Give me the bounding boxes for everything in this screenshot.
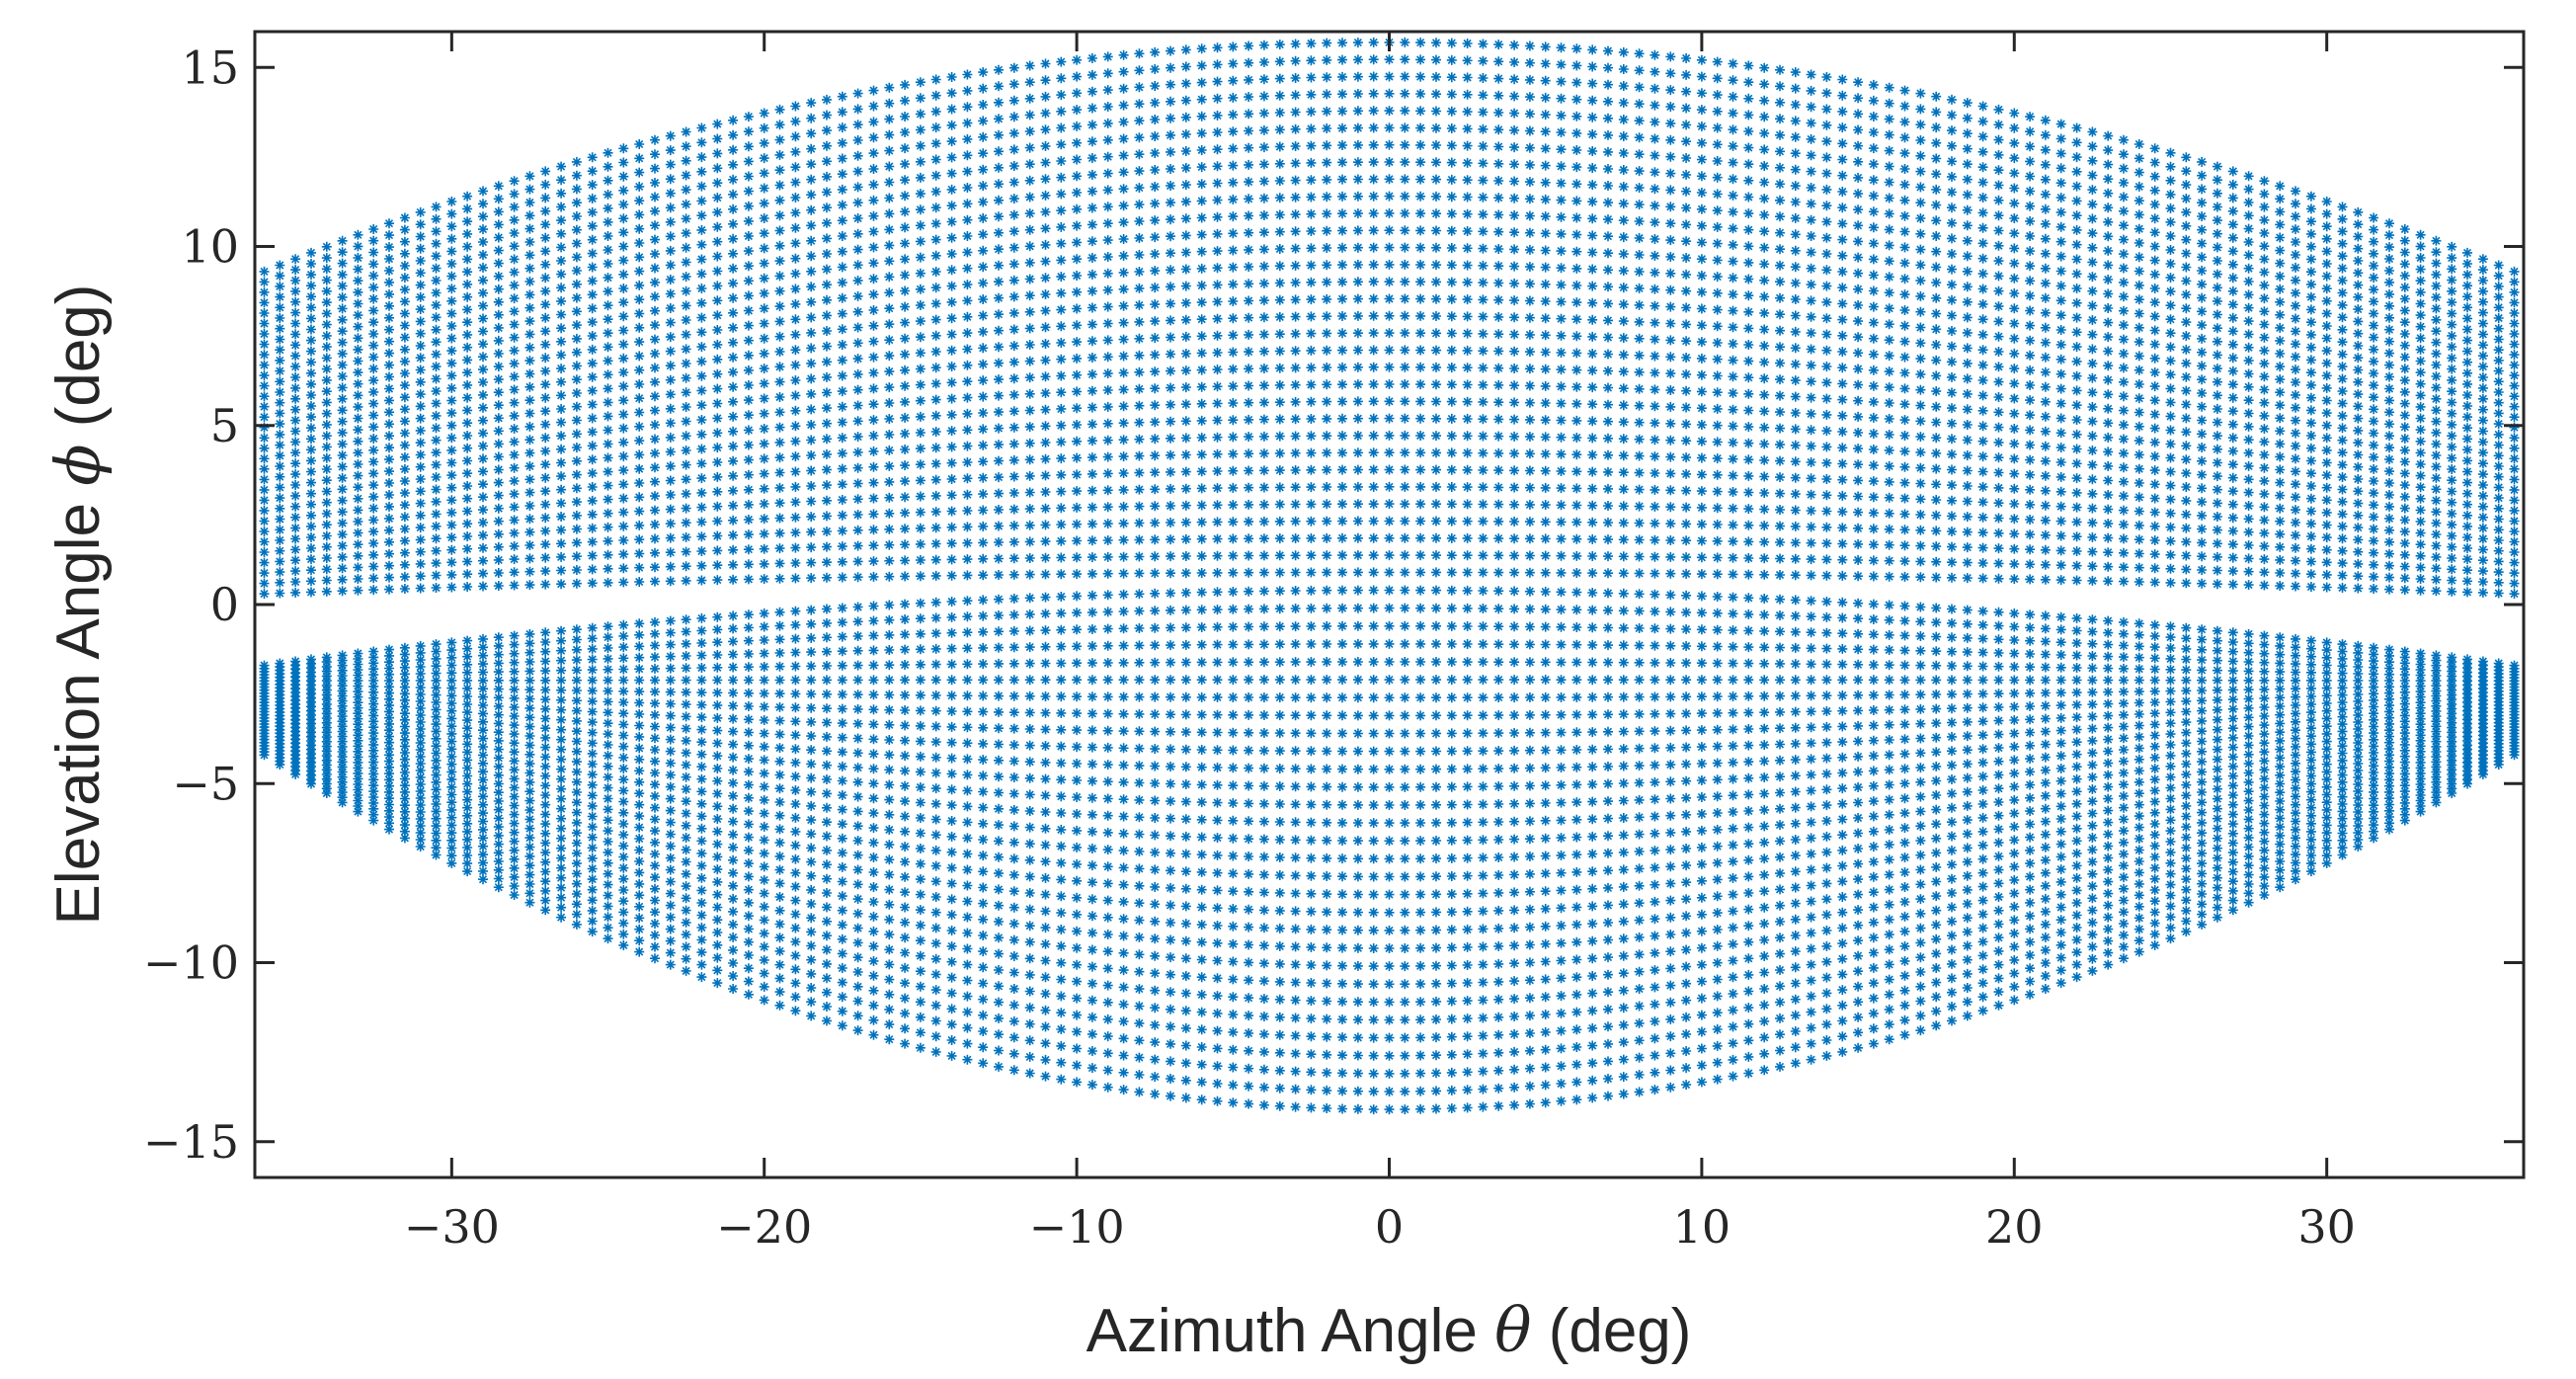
scatter-chart: −30 −20 −10 0 10 20 30 −15−10−5051015 Azimuth … (41, 30, 2526, 1366)
